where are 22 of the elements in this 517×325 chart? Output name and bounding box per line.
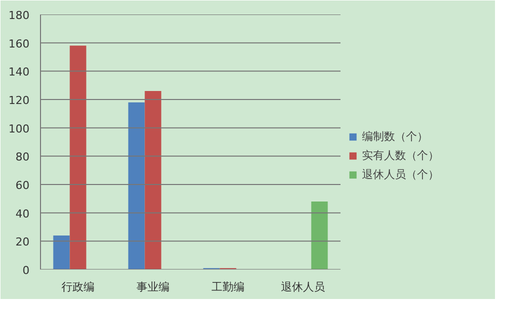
x-tick-label: 事业编 xyxy=(136,280,170,294)
bar xyxy=(128,102,145,270)
y-tick-label: 40 xyxy=(16,207,30,220)
y-tick-label: 120 xyxy=(8,94,30,107)
bar xyxy=(144,91,162,270)
legend-label: 编制数（个） xyxy=(362,129,428,144)
y-tick-label: 20 xyxy=(16,236,30,249)
y-tick-label: 60 xyxy=(16,179,30,192)
bar xyxy=(311,202,328,270)
y-tick-label: 180 xyxy=(8,9,30,22)
x-tick-label: 退休人员 xyxy=(281,280,325,294)
bar xyxy=(70,46,86,270)
x-tick-label: 行政编 xyxy=(62,280,94,294)
y-tick-label: 140 xyxy=(8,66,30,79)
y-tick-label: 100 xyxy=(8,122,30,136)
legend-label: 退休人员（个） xyxy=(362,167,439,182)
y-tick-label: 160 xyxy=(8,37,30,50)
x-tick-label: 工勤编 xyxy=(212,280,244,294)
y-tick-label: 0 xyxy=(22,264,30,277)
y-tick-label: 80 xyxy=(16,150,30,164)
bar xyxy=(53,236,70,270)
legend-label: 实有人数（个） xyxy=(362,148,439,163)
